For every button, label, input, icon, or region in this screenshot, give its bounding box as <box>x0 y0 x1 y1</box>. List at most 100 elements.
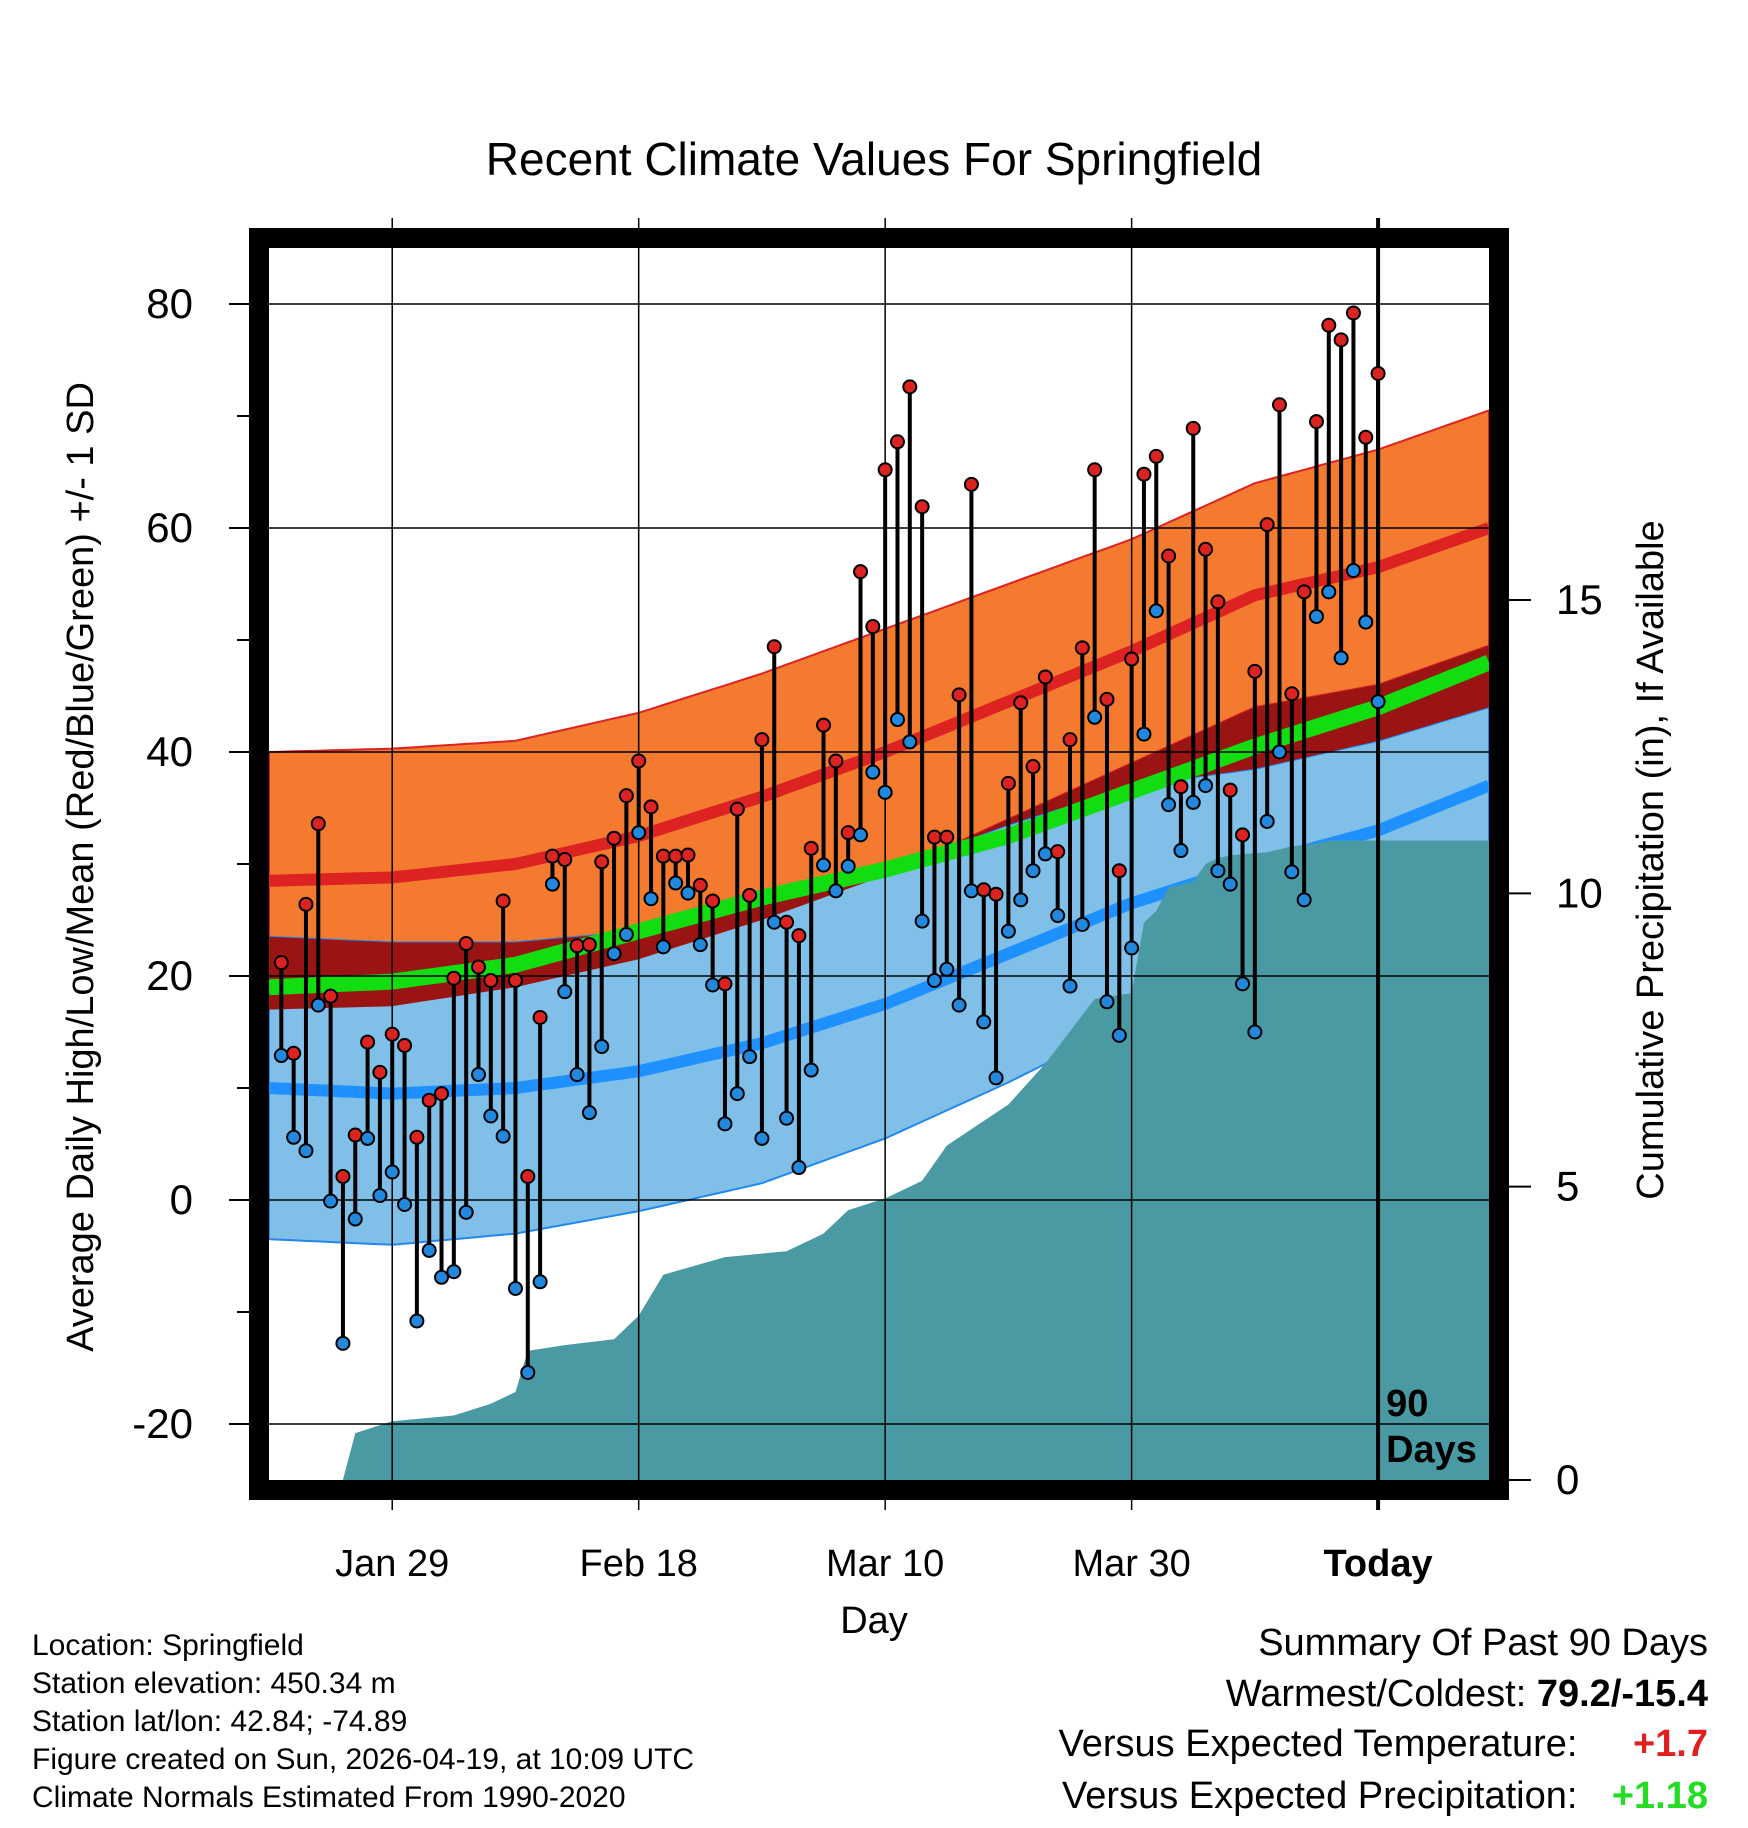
low-point <box>902 734 918 750</box>
low-point <box>323 1193 339 1209</box>
x-tick-label: Today <box>1324 1543 1433 1585</box>
warmest-label: Warmest/Coldest: <box>1225 1673 1527 1715</box>
x-tick-label: Mar 30 <box>1072 1543 1190 1585</box>
low-point <box>840 858 856 874</box>
precip-value: +1.18 <box>1611 1775 1708 1817</box>
low-point <box>816 857 832 873</box>
high-point <box>779 914 795 930</box>
low-point <box>791 1160 807 1176</box>
high-point <box>976 882 992 898</box>
high-point <box>298 896 314 912</box>
high-point <box>877 462 893 478</box>
created-text: Figure created on Sun, 2026-04-19, at 10… <box>32 1743 695 1776</box>
high-point <box>717 976 733 992</box>
high-point <box>1284 686 1300 702</box>
high-point <box>1358 429 1374 445</box>
low-point <box>655 939 671 955</box>
high-point <box>902 379 918 395</box>
low-point <box>976 1014 992 1030</box>
high-point <box>286 1045 302 1061</box>
high-point <box>1148 448 1164 464</box>
high-point <box>360 1034 376 1050</box>
high-point <box>1087 462 1103 478</box>
low-point <box>557 984 573 1000</box>
days-annotation: 90 <box>1386 1383 1428 1425</box>
low-point <box>1198 778 1214 794</box>
low-point <box>581 1105 597 1121</box>
x-axis-label: Day <box>840 1600 908 1642</box>
high-point <box>323 988 339 1004</box>
high-point <box>1099 691 1115 707</box>
precip-label: Versus Expected Precipitation: <box>1062 1775 1578 1817</box>
high-normal-line <box>268 522 1492 887</box>
high-point <box>1173 779 1189 795</box>
high-point <box>1161 548 1177 564</box>
high-point <box>926 829 942 845</box>
high-point <box>951 687 967 703</box>
high-point <box>569 938 585 954</box>
high-point <box>483 972 499 988</box>
low-point <box>705 977 721 993</box>
low-point <box>1345 563 1361 579</box>
high-point <box>507 972 523 988</box>
temp-value: +1.7 <box>1632 1723 1708 1765</box>
low-point <box>520 1364 536 1380</box>
days-annotation: Days <box>1386 1429 1477 1471</box>
low-point <box>742 1049 758 1065</box>
y2-tick-label: 10 <box>1556 869 1603 916</box>
high-point <box>988 886 1004 902</box>
low-point <box>347 1211 363 1227</box>
low-point <box>1099 994 1115 1010</box>
high-point <box>384 1026 400 1042</box>
low-point <box>335 1335 351 1351</box>
low-point <box>1111 1027 1127 1043</box>
low-point <box>1222 876 1238 892</box>
low-point <box>680 885 696 901</box>
y2-axis-label: Cumulative Precipitation (in), If Availa… <box>1630 520 1672 1199</box>
low-point <box>569 1067 585 1083</box>
low-point <box>766 914 782 930</box>
high-point <box>1062 732 1078 748</box>
high-point <box>729 801 745 817</box>
low-point <box>273 1048 289 1064</box>
low-point <box>951 997 967 1013</box>
low-point <box>1247 1024 1263 1040</box>
low-point <box>853 827 869 843</box>
low-point <box>1333 650 1349 666</box>
latlon-text: Station lat/lon: 42.84; -74.89 <box>32 1705 408 1738</box>
low-point <box>1074 916 1090 932</box>
precip-area <box>342 840 1489 1480</box>
low-point <box>828 883 844 899</box>
high-point <box>1333 332 1349 348</box>
low-point <box>1087 709 1103 725</box>
high-point <box>1296 584 1312 600</box>
high-point <box>840 825 856 841</box>
high-point <box>594 854 610 870</box>
low-point <box>914 913 930 929</box>
high-point <box>914 499 930 515</box>
high-point <box>557 852 573 868</box>
precip-cumulative-area <box>342 840 1489 1480</box>
high-point <box>1013 695 1029 711</box>
low-point <box>1296 892 1312 908</box>
x-tick-label: Mar 10 <box>826 1543 944 1585</box>
high-point <box>1370 365 1386 381</box>
low-point <box>1272 744 1288 760</box>
low-point <box>865 764 881 780</box>
low-point <box>1050 908 1066 924</box>
low-point <box>803 1062 819 1078</box>
high-point <box>889 434 905 450</box>
high-point <box>828 753 844 769</box>
low-point <box>643 891 659 907</box>
low-point <box>434 1269 450 1285</box>
high-point <box>1025 759 1041 775</box>
low-point <box>372 1188 388 1204</box>
high-point <box>335 1168 351 1184</box>
low-point <box>532 1274 548 1290</box>
high-point <box>1210 594 1226 610</box>
y2-tick-label: 15 <box>1556 576 1603 623</box>
high-point <box>1111 863 1127 879</box>
low-point <box>360 1130 376 1146</box>
high-point <box>963 476 979 492</box>
high-point <box>705 893 721 909</box>
